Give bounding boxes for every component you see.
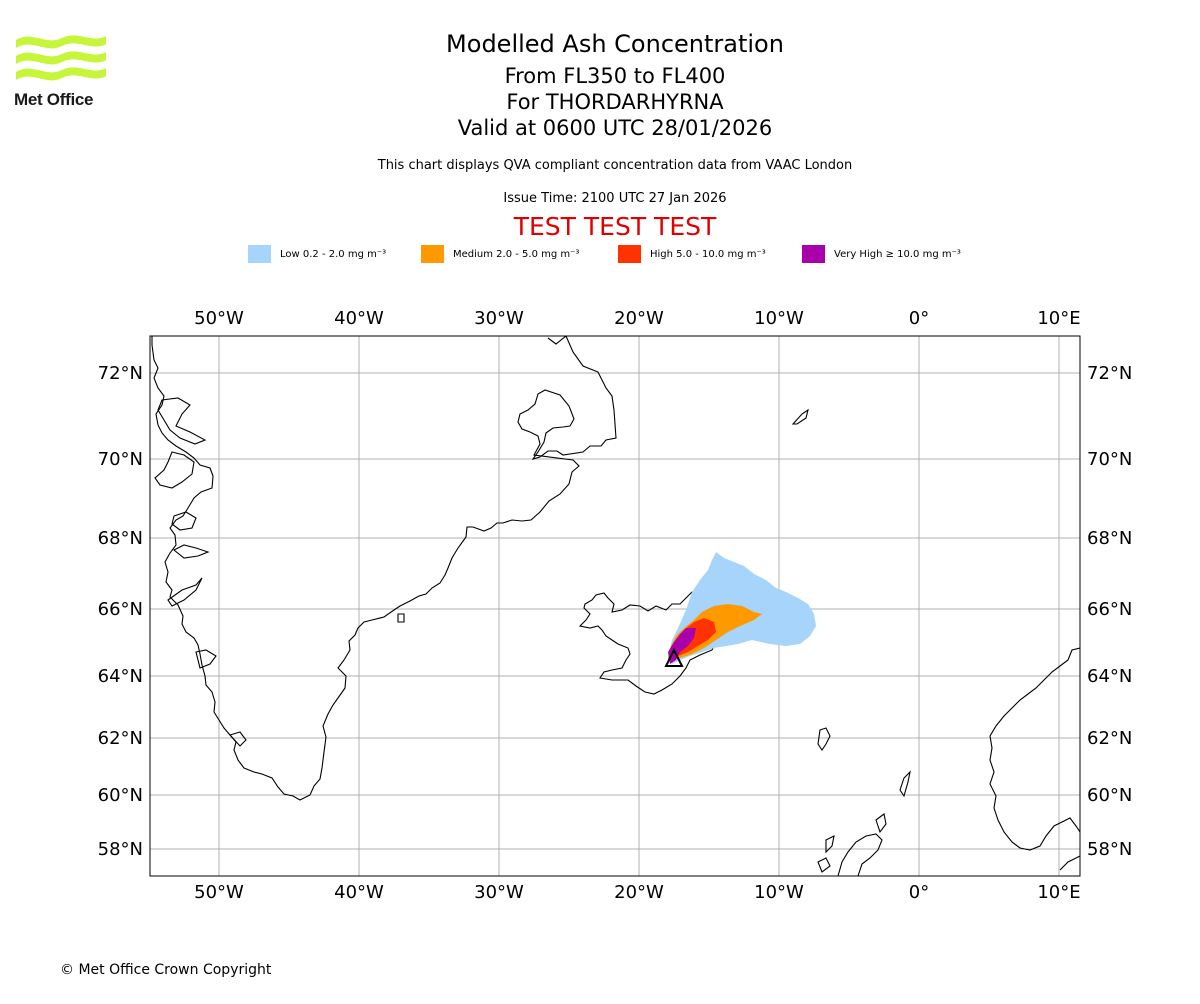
- legend-swatch-low: [248, 245, 271, 263]
- qva-note: This chart displays QVA compliant concen…: [377, 158, 853, 173]
- concentration-legend: Low 0.2 - 2.0 mg m⁻³ Medium 2.0 - 5.0 mg…: [0, 244, 1200, 264]
- lat-tick-left: 70°N: [98, 449, 143, 470]
- lat-ticks-left: 72°N 70°N 68°N 66°N 64°N 62°N 60°N 58°N: [98, 363, 143, 860]
- map-frame: [149, 335, 1081, 877]
- lon-tick-top: 50°W: [194, 308, 244, 329]
- lat-tick-left: 64°N: [98, 666, 143, 687]
- met-office-logo: Met Office: [14, 30, 109, 112]
- lon-tick-bottom: 40°W: [334, 882, 384, 903]
- lat-tick-right: 70°N: [1087, 449, 1132, 470]
- volcano-name: For THORDARHYRNA: [506, 90, 724, 114]
- lon-tick-bottom: 10°W: [754, 882, 804, 903]
- lat-tick-right: 64°N: [1087, 666, 1132, 687]
- lon-tick-top: 40°W: [334, 308, 384, 329]
- lon-tick-top: 20°W: [614, 308, 664, 329]
- ash-plume: [664, 552, 816, 667]
- lat-tick-right: 66°N: [1087, 599, 1132, 620]
- lon-tick-top: 10°E: [1037, 308, 1080, 329]
- lat-tick-left: 68°N: [98, 528, 143, 549]
- lat-tick-right: 60°N: [1087, 785, 1132, 806]
- legend-item-very-high: Very High ≥ 10.0 mg m⁻³: [802, 244, 961, 264]
- lon-tick-top: 0°: [909, 308, 929, 329]
- copyright-notice: © Met Office Crown Copyright: [60, 962, 272, 978]
- greenland-coastline: [151, 336, 617, 801]
- issue-time: Issue Time: 2100 UTC 27 Jan 2026: [503, 191, 727, 206]
- lon-tick-top: 10°W: [754, 308, 804, 329]
- lat-ticks-right: 72°N 70°N 68°N 66°N 64°N 62°N 60°N 58°N: [1087, 363, 1132, 860]
- legend-label-medium: Medium 2.0 - 5.0 mg m⁻³: [453, 248, 580, 260]
- ash-very-high-polygon: [668, 628, 696, 664]
- lon-tick-bottom: 30°W: [474, 882, 524, 903]
- met-office-logo-text: Met Office: [14, 90, 94, 109]
- lat-tick-left: 62°N: [98, 728, 143, 749]
- legend-swatch-high: [618, 245, 641, 263]
- lon-tick-bottom: 0°: [909, 882, 929, 903]
- scotland-coastline: [817, 770, 911, 876]
- lon-tick-bottom: 20°W: [614, 882, 664, 903]
- legend-swatch-medium: [421, 245, 444, 263]
- lon-tick-bottom: 50°W: [194, 882, 244, 903]
- met-office-waves-icon: [16, 35, 106, 81]
- norway-coastline: [989, 647, 1080, 871]
- legend-label-low: Low 0.2 - 2.0 mg m⁻³: [280, 248, 387, 260]
- flight-level-range: From FL350 to FL400: [504, 64, 726, 88]
- lon-ticks-bottom: 50°W 40°W 30°W 20°W 10°W 0° 10°E: [194, 882, 1080, 903]
- legend-label-very-high: Very High ≥ 10.0 mg m⁻³: [834, 248, 961, 260]
- chart-title: Modelled Ash Concentration: [446, 30, 784, 58]
- lon-tick-bottom: 10°E: [1037, 882, 1080, 903]
- lat-tick-left: 72°N: [98, 363, 143, 384]
- lat-tick-right: 62°N: [1087, 728, 1132, 749]
- legend-label-high: High 5.0 - 10.0 mg m⁻³: [650, 248, 766, 260]
- valid-time: Valid at 0600 UTC 28/01/2026: [457, 116, 773, 140]
- lat-tick-left: 66°N: [98, 599, 143, 620]
- legend-item-medium: Medium 2.0 - 5.0 mg m⁻³: [421, 244, 579, 264]
- lat-tick-right: 72°N: [1087, 363, 1132, 384]
- iceland-coastline: [578, 591, 729, 695]
- lon-tick-top: 30°W: [474, 308, 524, 329]
- lat-tick-right: 58°N: [1087, 839, 1132, 860]
- legend-item-high: High 5.0 - 10.0 mg m⁻³: [618, 244, 766, 264]
- volcano-triangle: [664, 647, 684, 667]
- lat-tick-left: 58°N: [98, 839, 143, 860]
- lat-tick-left: 60°N: [98, 785, 143, 806]
- test-banner: TEST TEST TEST: [513, 212, 717, 241]
- map-gridlines: [150, 336, 1080, 876]
- legend-swatch-very-high: [802, 245, 825, 263]
- coastlines: [151, 336, 1080, 876]
- lon-ticks-top: 50°W 40°W 30°W 20°W 10°W 0° 10°E: [194, 308, 1080, 329]
- lat-tick-right: 68°N: [1087, 528, 1132, 549]
- legend-item-low: Low 0.2 - 2.0 mg m⁻³: [248, 244, 386, 264]
